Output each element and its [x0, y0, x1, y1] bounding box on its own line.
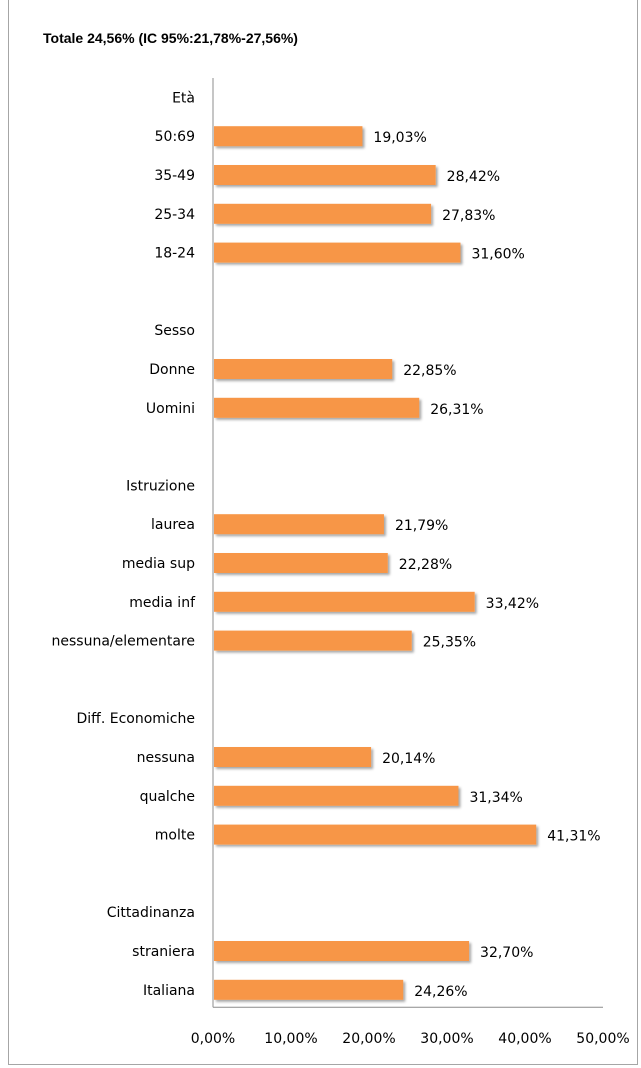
data-label: 26,31%	[430, 402, 483, 418]
data-label: 31,60%	[471, 247, 524, 263]
category-label: Italiana	[143, 983, 195, 999]
category-label: Diff. Economiche	[77, 711, 195, 727]
bar	[214, 747, 372, 767]
bar	[214, 126, 363, 147]
bar	[214, 824, 537, 845]
category-label: Istruzione	[126, 478, 195, 494]
category-label: straniera	[132, 944, 195, 960]
data-label: 33,42%	[486, 596, 539, 612]
category-label: media sup	[122, 556, 195, 572]
data-label: 22,28%	[399, 557, 452, 573]
category-label: Età	[172, 90, 195, 106]
data-label: 19,03%	[373, 130, 426, 146]
bar	[214, 553, 388, 573]
bar	[214, 165, 436, 185]
category-label: qualche	[140, 789, 195, 805]
data-label: 21,79%	[395, 518, 448, 534]
x-tick-label: 40,00%	[498, 1031, 551, 1047]
bar	[214, 359, 393, 379]
category-label: Sesso	[154, 323, 195, 339]
x-tick-label: 10,00%	[264, 1031, 317, 1047]
bar	[214, 242, 461, 263]
data-label: 22,85%	[403, 363, 456, 379]
data-label: 25,35%	[423, 635, 476, 651]
category-label: 35-49	[154, 168, 195, 184]
x-tick-label: 30,00%	[420, 1031, 473, 1047]
x-tick-label: 0,00%	[191, 1031, 235, 1047]
bar	[214, 397, 420, 418]
data-label: 28,42%	[447, 169, 500, 185]
data-label: 31,34%	[469, 790, 522, 806]
category-label: Cittadinanza	[107, 905, 195, 921]
category-label: 18-24	[154, 246, 195, 262]
category-label: laurea	[151, 517, 195, 533]
data-label: 32,70%	[480, 945, 533, 961]
bar	[214, 979, 404, 1000]
bar	[214, 941, 470, 961]
category-label: nessuna/elementare	[52, 634, 196, 650]
data-label: 20,14%	[382, 751, 435, 767]
category-label: Donne	[149, 362, 195, 378]
data-label: 24,26%	[414, 984, 467, 1000]
data-label: 27,83%	[442, 208, 495, 224]
category-label: media inf	[129, 595, 196, 611]
category-label: molte	[155, 828, 195, 844]
bar	[214, 591, 475, 612]
bar	[214, 785, 459, 806]
bar	[214, 203, 432, 224]
x-tick-label: 20,00%	[342, 1031, 395, 1047]
chart-title: Totale 24,56% (IC 95%:21,78%-27,56%)	[43, 30, 298, 46]
data-label: 41,31%	[547, 829, 600, 845]
bar	[214, 514, 384, 535]
category-label: 50:69	[155, 129, 195, 145]
category-label: 25-34	[154, 207, 195, 223]
category-label: Uomini	[146, 401, 195, 417]
bar	[214, 630, 412, 651]
x-tick-label: 50,00%	[576, 1031, 629, 1047]
category-label: nessuna	[137, 750, 195, 766]
